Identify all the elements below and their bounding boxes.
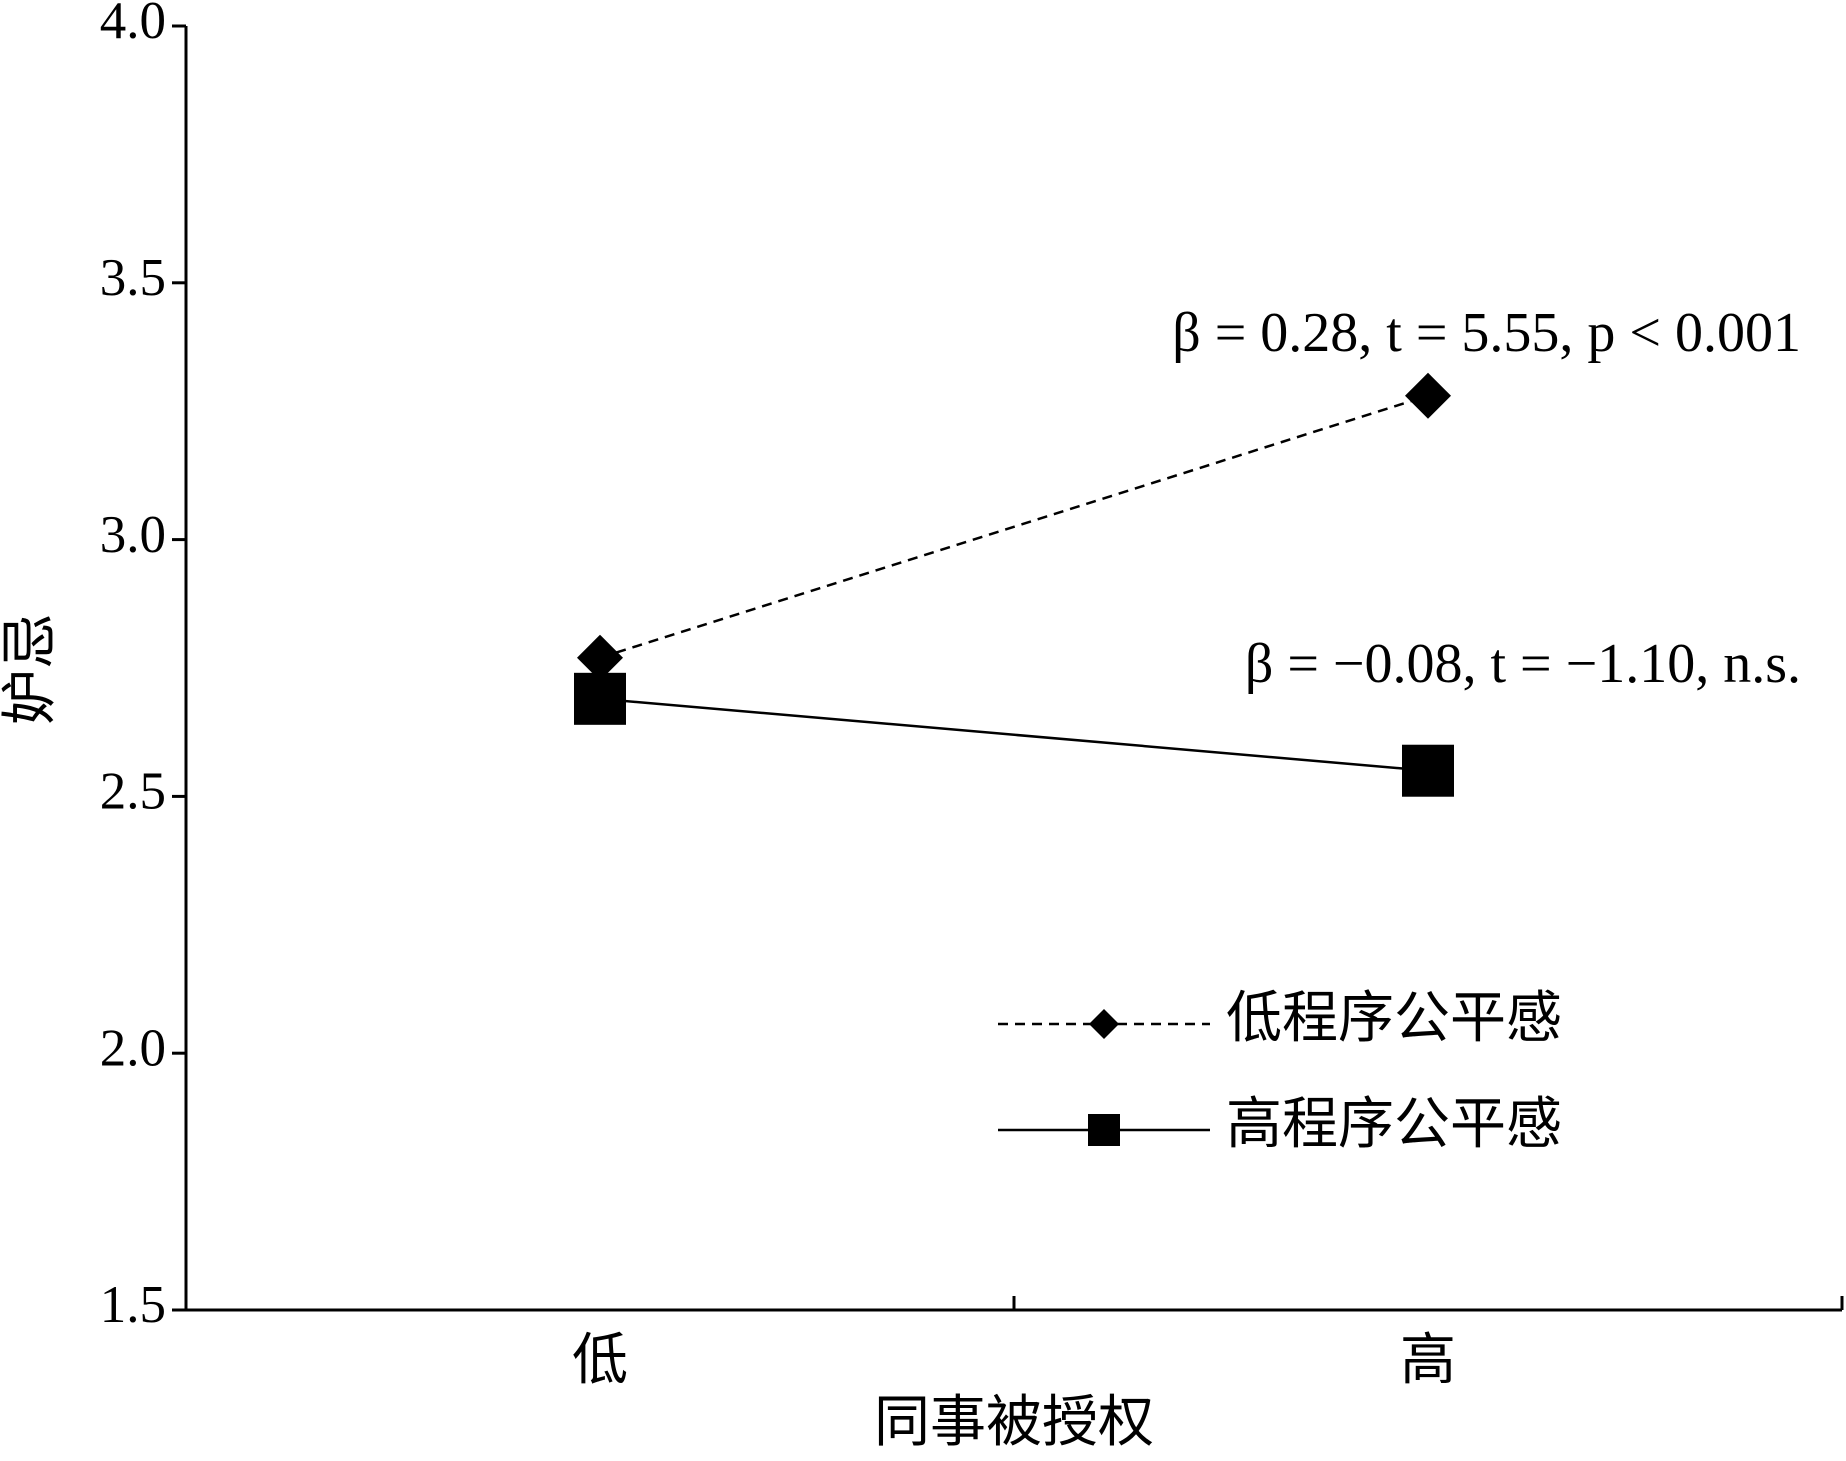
marker-square bbox=[574, 672, 626, 725]
annotation: β = 0.28, t = 5.55, p < 0.001 bbox=[1172, 302, 1801, 364]
series-line bbox=[599, 394, 1429, 659]
y-tick-label: 1.5 bbox=[100, 1276, 166, 1334]
marker-square bbox=[1402, 744, 1454, 797]
annotation: β = −0.08, t = −1.10, n.s. bbox=[1245, 633, 1801, 695]
marker-diamond bbox=[577, 634, 623, 681]
x-tick-label: 高 bbox=[1400, 1330, 1456, 1392]
y-tick-label: 2.0 bbox=[100, 1019, 166, 1077]
x-tick-label: 低 bbox=[572, 1330, 628, 1392]
legend-label: 低程序公平感 bbox=[1226, 988, 1562, 1050]
marker-diamond bbox=[1405, 372, 1451, 419]
legend-label: 高程序公平感 bbox=[1226, 1094, 1562, 1156]
series-line bbox=[599, 697, 1429, 772]
marker-square bbox=[1088, 1114, 1120, 1146]
y-tick-label: 2.5 bbox=[100, 763, 166, 821]
y-tick-label: 3.5 bbox=[100, 249, 166, 307]
x-axis-label: 同事被授权 bbox=[874, 1392, 1154, 1454]
marker-diamond bbox=[1089, 1009, 1119, 1039]
y-tick-label: 3.0 bbox=[100, 506, 166, 564]
y-axis-label: 妒忌 bbox=[0, 613, 62, 725]
y-tick-label: 4.0 bbox=[100, 0, 166, 50]
